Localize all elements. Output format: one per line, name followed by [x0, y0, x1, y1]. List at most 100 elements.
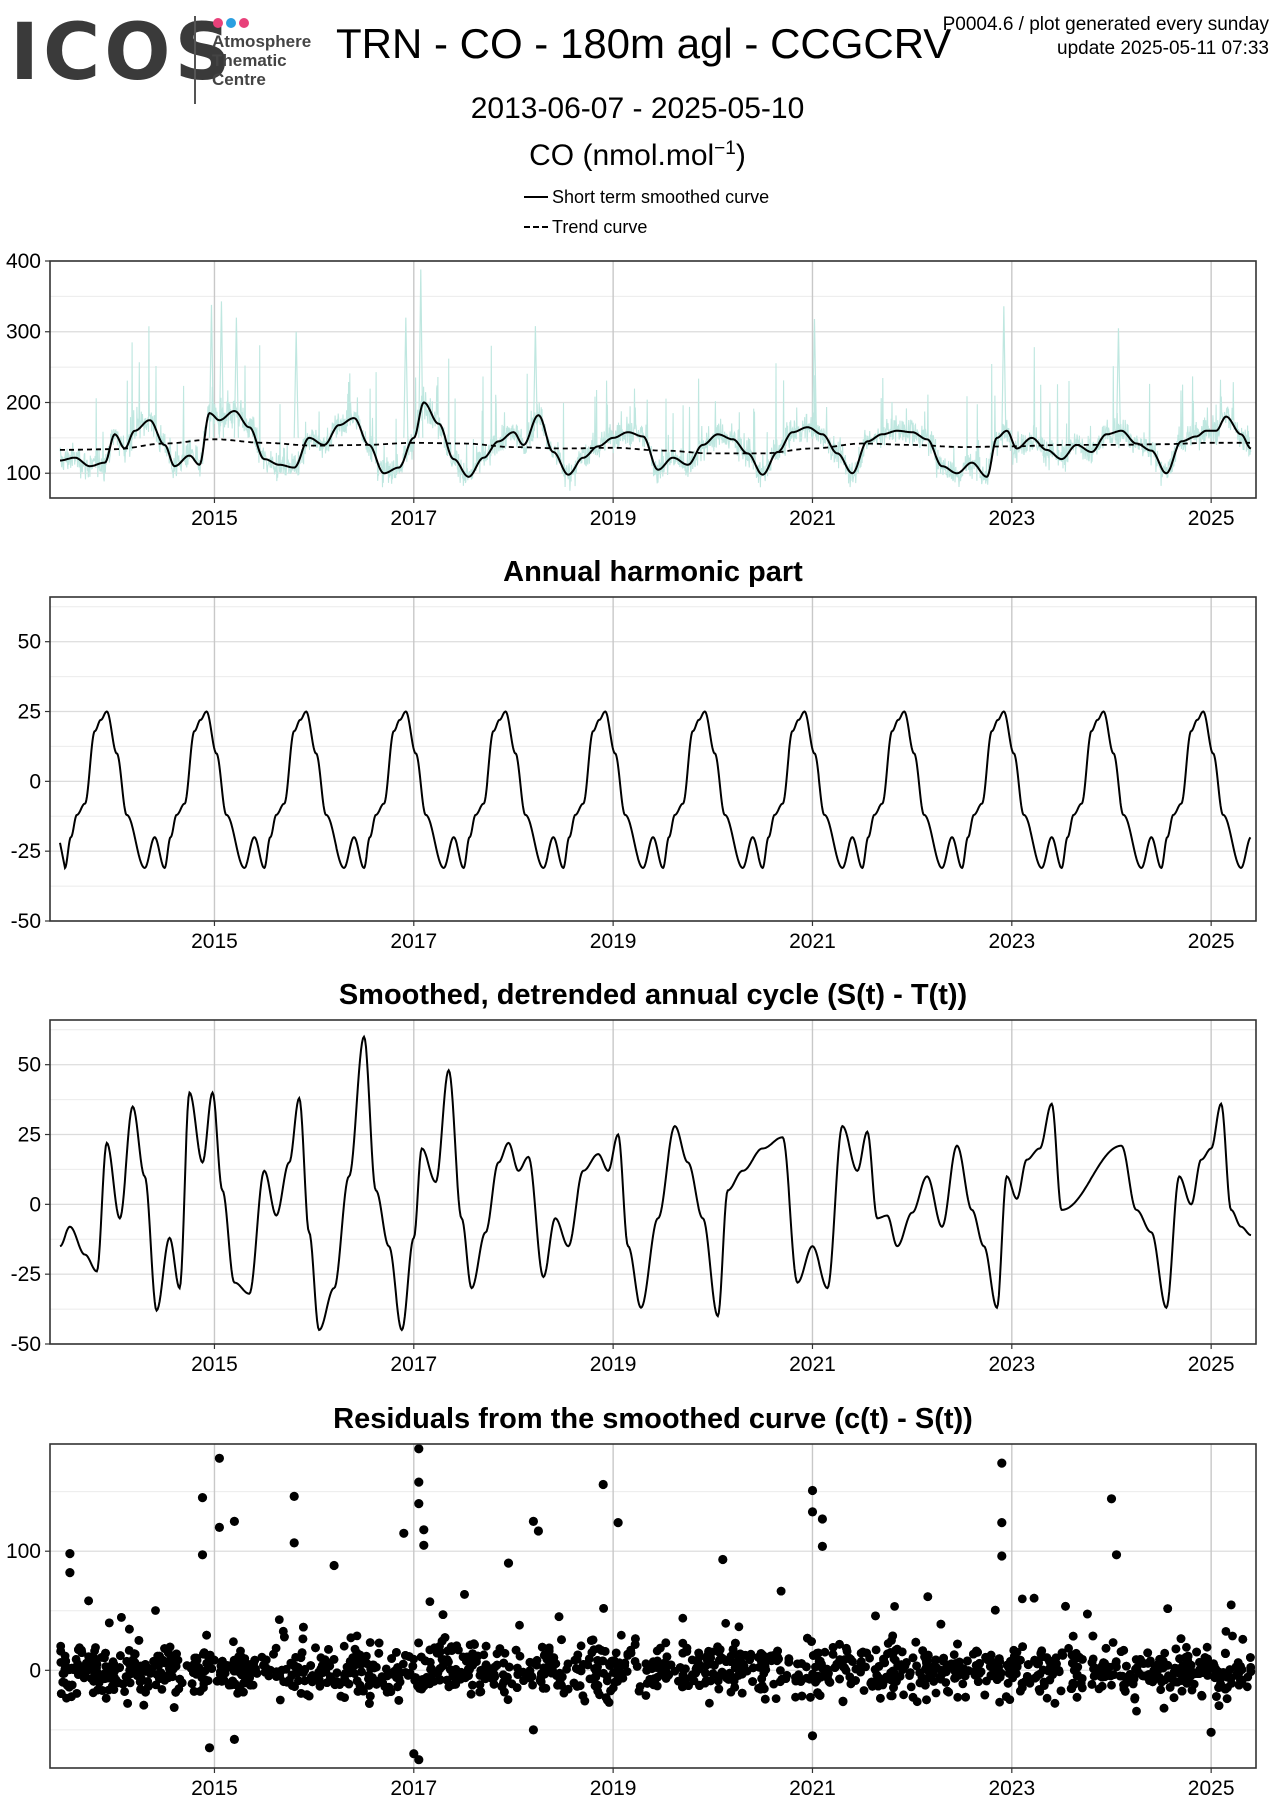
- residual-point-outlier: [528, 1725, 539, 1735]
- residual-point: [1037, 1646, 1047, 1656]
- residual-point: [995, 1697, 1004, 1707]
- residual-point: [695, 1681, 704, 1690]
- residual-point: [1214, 1701, 1224, 1710]
- residual-point: [678, 1670, 688, 1680]
- residual-point: [610, 1677, 620, 1687]
- residual-point-outlier: [399, 1528, 409, 1538]
- residual-point: [352, 1676, 362, 1686]
- residual-point: [737, 1688, 747, 1698]
- residual-point: [229, 1637, 238, 1647]
- panel-title: Annual harmonic part: [503, 556, 803, 588]
- residual-point: [84, 1596, 93, 1606]
- residual-point: [1044, 1666, 1053, 1676]
- residual-point: [90, 1646, 99, 1656]
- residual-point: [296, 1653, 306, 1663]
- y-tick-label: 50: [18, 1054, 41, 1077]
- residual-point: [806, 1692, 815, 1702]
- residual-point: [442, 1655, 452, 1664]
- residual-point-outlier: [197, 1493, 208, 1503]
- residual-point: [725, 1668, 735, 1678]
- residual-point: [1158, 1663, 1168, 1673]
- residual-point: [573, 1650, 583, 1660]
- residual-point-outlier: [1111, 1550, 1122, 1560]
- residual-point: [1182, 1642, 1191, 1652]
- residual-point: [642, 1666, 652, 1675]
- residual-point: [856, 1667, 865, 1677]
- residual-point: [609, 1668, 618, 1677]
- residual-point: [835, 1674, 844, 1684]
- harmonic-series: [59, 710, 1252, 871]
- residual-point: [1001, 1692, 1011, 1702]
- residual-point: [981, 1652, 990, 1662]
- icos-logo: ICOS: [10, 8, 235, 98]
- residual-point: [187, 1679, 197, 1689]
- residual-point: [346, 1661, 356, 1671]
- residual-point: [261, 1655, 271, 1665]
- residual-point: [691, 1664, 701, 1674]
- x-tick-label: 2023: [988, 930, 1035, 953]
- residual-point: [1068, 1631, 1078, 1641]
- residual-point: [1165, 1683, 1175, 1692]
- residual-point-outlier: [817, 1514, 828, 1524]
- x-tick-label: 2015: [191, 507, 238, 530]
- residual-point: [649, 1674, 659, 1683]
- residual-point: [1169, 1693, 1179, 1703]
- residual-point: [994, 1654, 1004, 1663]
- residual-point-outlier: [414, 1755, 424, 1765]
- residual-point-outlier: [289, 1538, 299, 1548]
- residual-point: [931, 1656, 940, 1665]
- residual-point: [252, 1669, 262, 1678]
- logo-dot-icon: [226, 18, 236, 28]
- logo-separator: [194, 16, 196, 104]
- residual-point: [481, 1641, 491, 1651]
- residual-point-outlier: [229, 1734, 239, 1744]
- residual-point: [595, 1690, 604, 1700]
- residual-point: [174, 1684, 184, 1694]
- logo-dot-icon: [213, 18, 223, 28]
- residual-point-outlier: [997, 1551, 1007, 1561]
- logo-dots-icon: [213, 15, 252, 33]
- plot-area: [56, 1444, 1256, 1765]
- residual-point: [151, 1606, 160, 1615]
- residual-point: [694, 1648, 704, 1658]
- x-tick-label: 2017: [390, 507, 437, 530]
- residual-point: [1236, 1676, 1245, 1686]
- residual-point: [1182, 1665, 1192, 1675]
- residual-point-outlier: [414, 1477, 424, 1487]
- residual-point: [838, 1696, 848, 1706]
- residual-point: [641, 1691, 651, 1700]
- residual-point: [1221, 1627, 1231, 1636]
- residual-point: [851, 1676, 860, 1685]
- residual-point: [578, 1691, 588, 1701]
- residual-point: [411, 1673, 421, 1683]
- residual-point: [109, 1685, 119, 1694]
- residual-point: [353, 1687, 363, 1696]
- residual-point: [988, 1659, 998, 1669]
- residual-point: [240, 1654, 250, 1663]
- unit-label: CO (nmol.mol−1): [0, 138, 1275, 173]
- residual-point: [593, 1656, 602, 1665]
- residual-point: [382, 1687, 392, 1697]
- residual-point-outlier: [1206, 1727, 1216, 1737]
- residual-point: [1029, 1593, 1039, 1603]
- residual-point: [776, 1586, 786, 1596]
- residual-point: [103, 1672, 113, 1682]
- residual-point: [890, 1602, 899, 1611]
- residual-point: [1050, 1661, 1060, 1670]
- residual-point: [476, 1687, 486, 1697]
- residual-point: [976, 1667, 986, 1677]
- x-tick-label: 2019: [590, 507, 637, 530]
- residual-point: [705, 1698, 714, 1708]
- y-tick-label: 100: [6, 1540, 41, 1563]
- residual-point: [468, 1680, 477, 1690]
- residual-point: [859, 1686, 869, 1695]
- panel-title: Residuals from the smoothed curve (c(t) …: [333, 1403, 973, 1435]
- solid-line-icon: [524, 196, 548, 198]
- residual-point: [1116, 1647, 1126, 1656]
- residual-point: [500, 1648, 510, 1658]
- residual-point: [963, 1656, 972, 1666]
- residual-point: [278, 1626, 288, 1636]
- residual-point: [414, 1638, 423, 1648]
- y-tick-label: 100: [6, 462, 41, 485]
- residual-point: [545, 1657, 555, 1667]
